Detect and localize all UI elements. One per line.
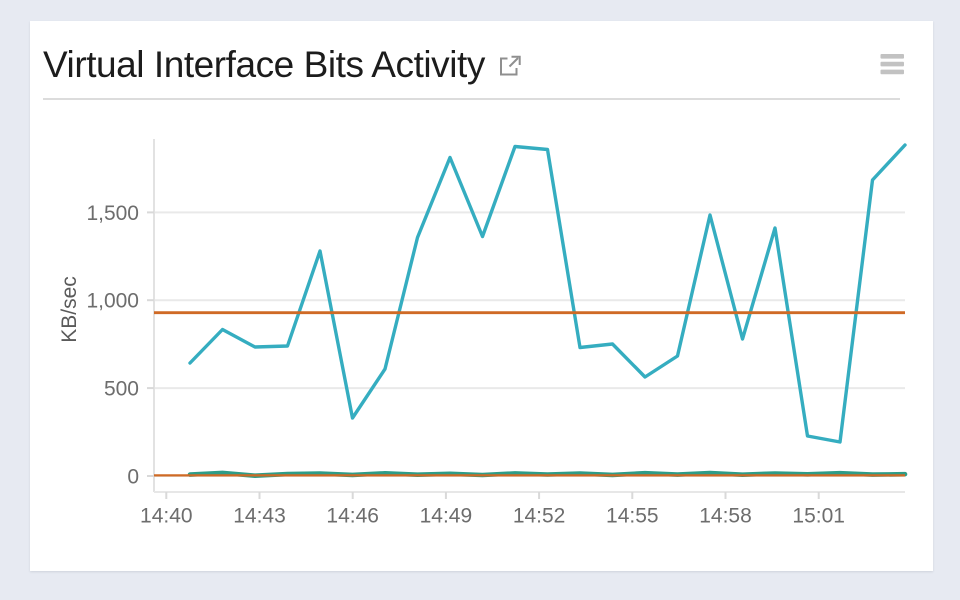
svg-text:1,500: 1,500 [86,202,139,225]
svg-text:14:49: 14:49 [420,505,473,528]
svg-text:15:01: 15:01 [792,505,845,528]
svg-text:14:40: 14:40 [140,505,193,528]
svg-text:14:55: 14:55 [606,505,659,528]
svg-text:KB/sec: KB/sec [58,276,81,343]
svg-text:14:46: 14:46 [326,505,379,528]
svg-text:500: 500 [104,378,139,401]
svg-text:14:43: 14:43 [233,505,286,528]
svg-text:1,000: 1,000 [86,290,139,313]
svg-text:14:52: 14:52 [513,505,566,528]
svg-text:0: 0 [127,466,139,489]
svg-text:14:58: 14:58 [699,505,752,528]
